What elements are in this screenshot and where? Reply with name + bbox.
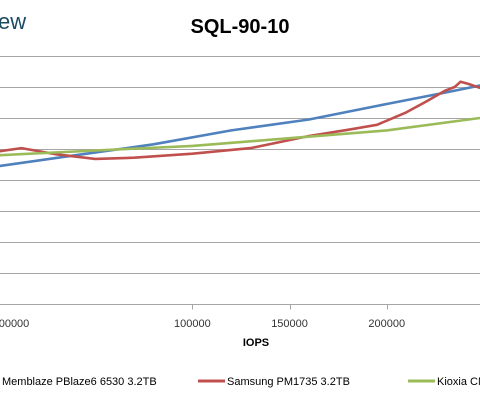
- x-tick-label: 150000: [271, 318, 308, 330]
- legend: Memblaze PBlaze6 6530 3.2TB Samsung PM173…: [2, 376, 480, 388]
- x-tick-label: 100000: [174, 318, 211, 330]
- x-tick-labels: 00000 100000 150000 200000: [0, 318, 405, 330]
- series-line-3: [0, 116, 480, 157]
- grid: [0, 56, 480, 305]
- legend-label-2: Samsung PM1735 3.2TB: [227, 376, 350, 388]
- series-lines: [0, 80, 480, 168]
- site-watermark: ew: [0, 9, 26, 34]
- series-line-2: [0, 80, 480, 161]
- axes: [192, 304, 388, 310]
- x-axis-label: IOPS: [243, 337, 269, 349]
- series-line-1: [0, 84, 480, 168]
- x-tick-label: 200000: [368, 318, 405, 330]
- legend-label-3: Kioxia CM6 (: [437, 376, 480, 388]
- x-tick-label: 00000: [0, 318, 29, 330]
- legend-label-1: Memblaze PBlaze6 6530 3.2TB: [2, 376, 157, 388]
- chart-title: SQL-90-10: [191, 16, 290, 38]
